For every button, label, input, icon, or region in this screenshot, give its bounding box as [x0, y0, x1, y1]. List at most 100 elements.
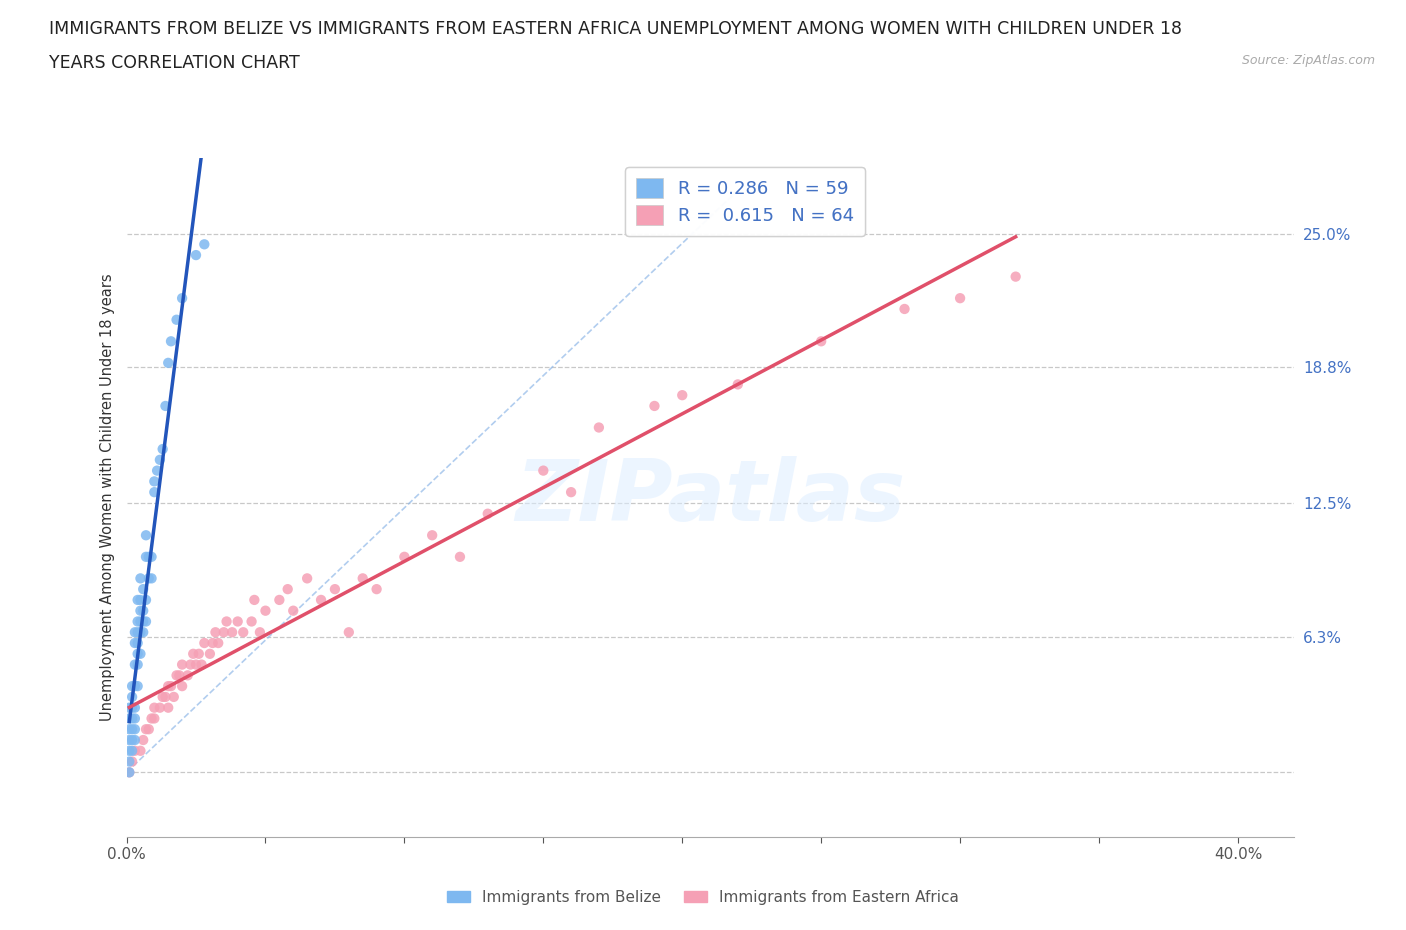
Point — [588, 420, 610, 435]
Point — [193, 635, 215, 650]
Point — [143, 700, 166, 715]
Point — [124, 658, 146, 672]
Point — [129, 571, 152, 586]
Point — [141, 711, 163, 726]
Point — [132, 625, 155, 640]
Point — [810, 334, 832, 349]
Point — [172, 658, 194, 672]
Point — [143, 474, 166, 489]
Point — [132, 604, 155, 618]
Text: ZIPatlas: ZIPatlas — [515, 456, 905, 539]
Point — [138, 571, 160, 586]
Point — [727, 377, 749, 392]
Point — [323, 581, 346, 596]
Point — [283, 604, 305, 618]
Point — [121, 733, 143, 748]
Point — [155, 689, 177, 704]
Point — [893, 301, 915, 316]
Point — [118, 743, 141, 758]
Point — [118, 764, 141, 779]
Point — [124, 743, 146, 758]
Point — [212, 625, 235, 640]
Point — [143, 711, 166, 726]
Point — [152, 442, 174, 457]
Y-axis label: Unemployment Among Women with Children Under 18 years: Unemployment Among Women with Children U… — [100, 273, 115, 722]
Point — [157, 700, 180, 715]
Point — [118, 733, 141, 748]
Point — [118, 700, 141, 715]
Point — [129, 614, 152, 629]
Point — [560, 485, 582, 499]
Point — [176, 668, 198, 683]
Point — [118, 754, 141, 769]
Point — [420, 528, 443, 543]
Point — [127, 679, 149, 694]
Point — [643, 399, 665, 414]
Point — [127, 592, 149, 607]
Legend: R = 0.286   N = 59, R =  0.615   N = 64: R = 0.286 N = 59, R = 0.615 N = 64 — [626, 167, 865, 236]
Point — [215, 614, 238, 629]
Point — [129, 592, 152, 607]
Point — [201, 635, 224, 650]
Point — [121, 754, 143, 769]
Point — [124, 635, 146, 650]
Point — [143, 485, 166, 499]
Point — [121, 679, 143, 694]
Point — [149, 700, 172, 715]
Point — [160, 679, 183, 694]
Point — [166, 312, 188, 327]
Point — [121, 711, 143, 726]
Point — [129, 646, 152, 661]
Point — [181, 646, 204, 661]
Point — [295, 571, 318, 586]
Point — [127, 635, 149, 650]
Point — [166, 668, 188, 683]
Point — [309, 592, 332, 607]
Point — [146, 463, 169, 478]
Point — [124, 700, 146, 715]
Point — [127, 646, 149, 661]
Point — [152, 689, 174, 704]
Point — [179, 658, 201, 672]
Point — [172, 291, 194, 306]
Point — [121, 743, 143, 758]
Point — [366, 581, 388, 596]
Point — [135, 722, 157, 737]
Point — [141, 550, 163, 565]
Point — [127, 614, 149, 629]
Text: IMMIGRANTS FROM BELIZE VS IMMIGRANTS FROM EASTERN AFRICA UNEMPLOYMENT AMONG WOME: IMMIGRANTS FROM BELIZE VS IMMIGRANTS FRO… — [49, 20, 1182, 38]
Point — [277, 581, 299, 596]
Point — [141, 571, 163, 586]
Point — [118, 722, 141, 737]
Point — [337, 625, 360, 640]
Point — [129, 604, 152, 618]
Point — [155, 399, 177, 414]
Point — [135, 614, 157, 629]
Point — [190, 658, 212, 672]
Point — [949, 291, 972, 306]
Point — [394, 550, 416, 565]
Point — [149, 452, 172, 467]
Point — [671, 388, 693, 403]
Point — [240, 614, 263, 629]
Point — [124, 679, 146, 694]
Point — [160, 334, 183, 349]
Point — [138, 722, 160, 737]
Point — [204, 625, 226, 640]
Point — [193, 237, 215, 252]
Point — [121, 689, 143, 704]
Point — [232, 625, 254, 640]
Point — [163, 689, 186, 704]
Point — [124, 733, 146, 748]
Point — [254, 604, 277, 618]
Point — [127, 658, 149, 672]
Point — [135, 550, 157, 565]
Point — [198, 646, 221, 661]
Point — [132, 581, 155, 596]
Point — [124, 711, 146, 726]
Point — [477, 506, 499, 521]
Point — [207, 635, 229, 650]
Point — [249, 625, 271, 640]
Point — [449, 550, 471, 565]
Point — [187, 646, 209, 661]
